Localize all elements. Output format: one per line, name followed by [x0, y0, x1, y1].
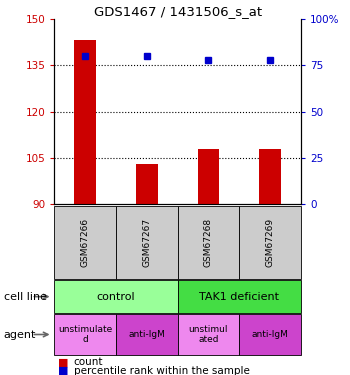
Text: GSM67267: GSM67267 [142, 218, 151, 267]
Text: GSM67266: GSM67266 [80, 218, 90, 267]
Text: anti-IgM: anti-IgM [252, 330, 289, 339]
Text: GSM67268: GSM67268 [204, 218, 213, 267]
Text: cell line: cell line [4, 292, 47, 302]
Text: ■: ■ [58, 366, 68, 375]
Bar [259, 149, 281, 204]
Text: count: count [74, 357, 103, 367]
Title: GDS1467 / 1431506_s_at: GDS1467 / 1431506_s_at [93, 4, 262, 18]
Text: percentile rank within the sample: percentile rank within the sample [74, 366, 249, 375]
Text: ■: ■ [58, 357, 68, 367]
Text: TAK1 deficient: TAK1 deficient [199, 292, 279, 302]
Text: unstimul
ated: unstimul ated [189, 325, 228, 344]
Bar [136, 164, 158, 204]
Text: unstimulate
d: unstimulate d [58, 325, 112, 344]
Text: control: control [97, 292, 135, 302]
Text: anti-IgM: anti-IgM [128, 330, 165, 339]
Bar [74, 40, 96, 204]
Text: agent: agent [4, 330, 36, 339]
Bar [198, 149, 219, 204]
Text: GSM67269: GSM67269 [266, 218, 275, 267]
